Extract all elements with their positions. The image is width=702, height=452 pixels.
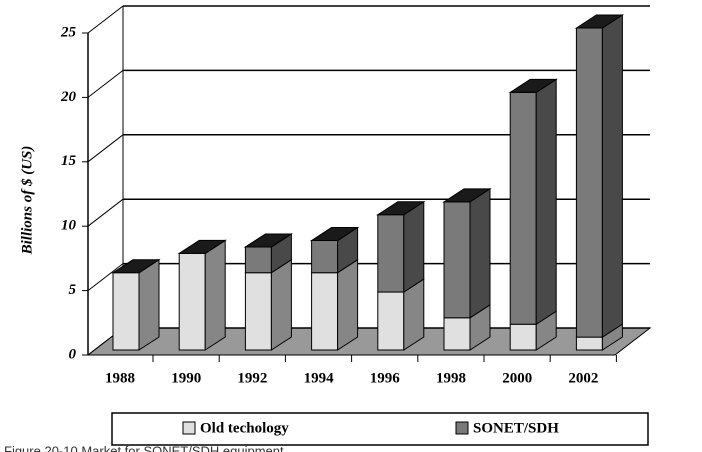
x-tick-label: 1992	[237, 370, 267, 386]
legend-swatch	[455, 421, 469, 435]
bar	[575, 336, 603, 351]
y-tick-label: 5	[69, 282, 77, 298]
bar	[244, 246, 272, 274]
bar	[377, 291, 405, 351]
y-tick-label: 15	[61, 153, 77, 169]
x-tick-label: 1998	[436, 370, 466, 386]
y-tick-label: 25	[60, 24, 77, 40]
bar-top	[376, 201, 426, 216]
bar-side	[138, 258, 160, 351]
grid-slant	[87, 198, 124, 227]
bar-side	[469, 187, 491, 319]
y-tick-label: 10	[61, 218, 77, 234]
bar-top	[574, 14, 625, 29]
floor	[86, 327, 652, 356]
legend-swatch	[182, 421, 196, 435]
bar	[443, 201, 471, 319]
x-tick-label: 2002	[568, 370, 598, 386]
grid-slant	[87, 5, 124, 34]
x-tick-label: 1988	[105, 370, 135, 386]
y-tick-label: 0	[69, 346, 77, 362]
bar	[244, 272, 272, 351]
bar-side	[403, 200, 425, 293]
x-tick-label: 1996	[370, 370, 401, 386]
bar	[509, 91, 537, 325]
bar	[178, 252, 206, 351]
x-tick-label: 2000	[502, 370, 532, 386]
bar-side	[601, 14, 623, 339]
bar-top	[508, 78, 558, 93]
bar-top	[111, 259, 161, 274]
bar-side	[337, 258, 359, 351]
bar	[377, 214, 405, 293]
bar-top	[177, 239, 227, 254]
legend-label: Old techology	[200, 420, 289, 436]
grid-slant	[87, 263, 124, 291]
bar-top	[442, 188, 492, 203]
bar	[311, 240, 339, 274]
bar	[575, 27, 603, 338]
bar-top	[309, 227, 360, 242]
bar	[443, 317, 471, 351]
grid-slant	[87, 134, 124, 163]
bar-side	[204, 239, 226, 351]
grid-slant	[87, 70, 124, 98]
bar-side	[535, 78, 557, 326]
x-tick-label: 1990	[171, 370, 201, 386]
legend-label: SONET/SDH	[473, 420, 559, 436]
x-tick-label: 1994	[304, 370, 335, 386]
bar	[311, 272, 339, 351]
legend-box	[111, 412, 649, 446]
caption: Figure 20-10 Market for SONET/SDH equipm…	[4, 443, 284, 452]
bar-side	[270, 258, 292, 351]
y-tick-label: 20	[60, 89, 77, 105]
bar	[509, 323, 537, 351]
y-axis-label: Billions of $ (US)	[19, 146, 35, 256]
bar-top	[243, 233, 294, 248]
bar	[112, 272, 140, 351]
